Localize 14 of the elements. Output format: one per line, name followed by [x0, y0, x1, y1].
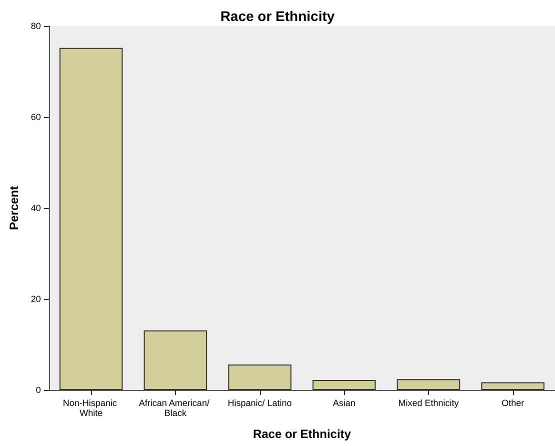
chart-title: Race or Ethnicity: [220, 8, 335, 24]
x-axis-title: Race or Ethnicity: [252, 427, 352, 441]
x-tick-label: Other: [502, 398, 524, 408]
y-tick-label: 0: [36, 385, 41, 395]
y-tick-label: 40: [30, 203, 41, 213]
y-axis-title: Percent: [7, 186, 21, 230]
y-tick-label: 20: [30, 294, 41, 304]
x-tick-label: African American/ Black: [138, 398, 212, 418]
y-tick-label: 60: [30, 112, 41, 122]
y-tick-label: 80: [30, 21, 41, 31]
x-tick-label: Asian: [332, 398, 356, 408]
x-tick-label: Mixed Ethnicity: [398, 398, 460, 408]
x-tick-label: Non-Hispanic White: [62, 398, 120, 418]
x-tick-label: Hispanic/ Latino: [228, 398, 292, 408]
